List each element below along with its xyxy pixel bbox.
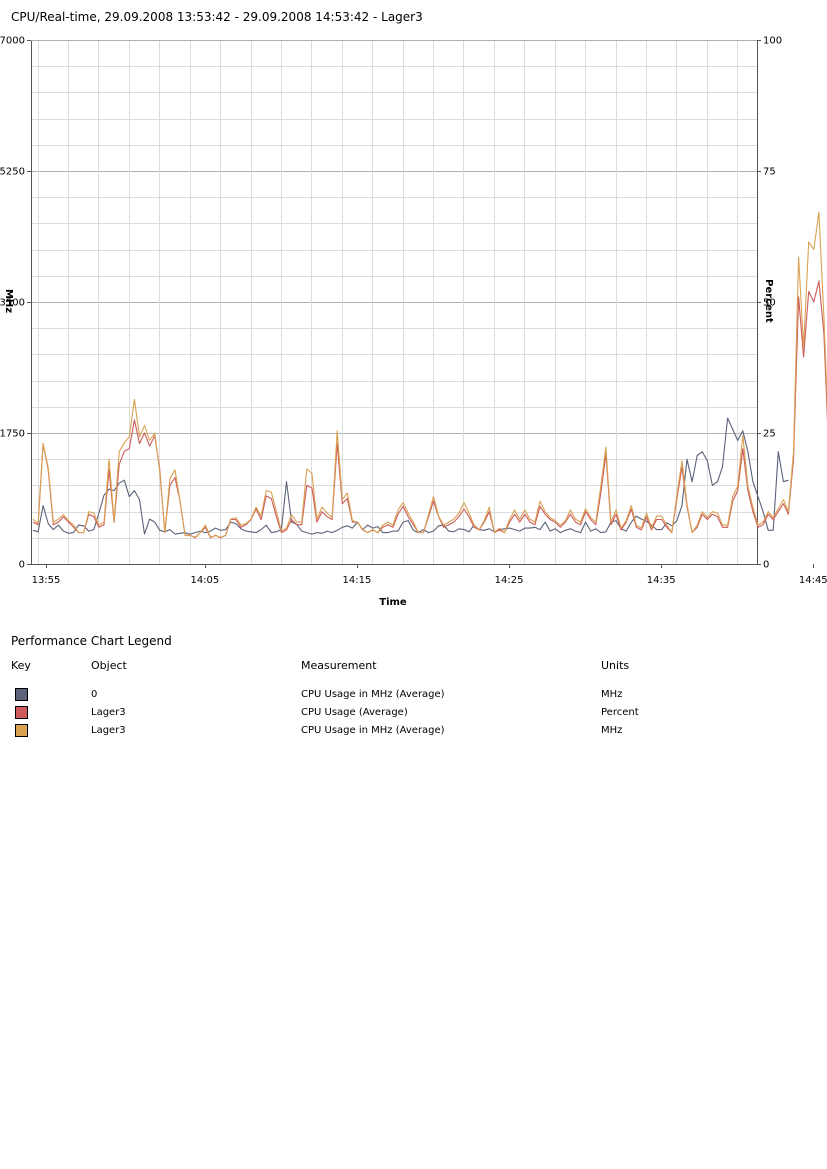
y-tick-label-left: 1750: [0, 429, 25, 440]
chart-title: CPU/Real-time, 29.09.2008 13:53:42 - 29.…: [11, 10, 423, 24]
y-tick-label-left: 0: [19, 560, 25, 571]
y-tick-label-right: 25: [763, 429, 776, 440]
series-line-0: [32, 417, 789, 535]
x-tick-label: 14:35: [647, 575, 676, 586]
series-lines: [32, 211, 827, 539]
legend-color-swatch: [15, 724, 28, 737]
legend-header-object: Object: [91, 659, 127, 672]
legend-units: MHz: [601, 725, 623, 736]
legend-object: Lager3: [91, 725, 126, 736]
legend-color-swatch: [15, 706, 28, 719]
legend-measurement: CPU Usage in MHz (Average): [301, 689, 445, 700]
legend-row: Lager3 CPU Usage in MHz (Average) MHz: [0, 724, 827, 742]
legend-color-swatch: [15, 688, 28, 701]
x-tick-label: 14:25: [495, 575, 524, 586]
y-axis-title-right: Percent: [763, 279, 774, 323]
y-tick-label-right: 0: [763, 560, 769, 571]
legend-row: Lager3 CPU Usage (Average) Percent: [0, 706, 827, 724]
series-line-2: [32, 211, 827, 538]
legend-units: MHz: [601, 689, 623, 700]
legend-units: Percent: [601, 707, 639, 718]
axes: [27, 40, 814, 568]
y-tick-label-left: 3500: [0, 298, 25, 309]
x-tick-label: 14:15: [343, 575, 372, 586]
legend-header-key: Key: [11, 659, 31, 672]
performance-chart: 0 1750 3500 5250 7000 0 25 50 75 100 13:55 14:05 14:…: [0, 36, 827, 608]
legend-title: Performance Chart Legend: [11, 634, 172, 648]
legend-header-measurement: Measurement: [301, 659, 377, 672]
legend-object: Lager3: [91, 707, 126, 718]
legend-measurement: CPU Usage in MHz (Average): [301, 725, 445, 736]
legend-object: 0: [91, 689, 98, 700]
x-tick-label: 14:05: [190, 575, 219, 586]
grid: [31, 40, 757, 564]
x-axis-title: Time: [379, 597, 407, 608]
y-axis-title-left: MHz: [3, 289, 14, 313]
x-tick-label: 13:55: [32, 575, 61, 586]
x-tick-label: 14:45: [799, 575, 827, 586]
y-tick-label-right: 75: [763, 167, 776, 178]
legend-row: 0 CPU Usage in MHz (Average) MHz: [0, 688, 827, 706]
legend-measurement: CPU Usage (Average): [301, 707, 408, 718]
y-tick-label-right: 50: [763, 298, 776, 309]
y-tick-label-left: 7000: [0, 36, 25, 47]
legend-header-units: Units: [601, 659, 630, 672]
y-tick-label-right: 100: [763, 36, 782, 47]
tick-labels: 0 1750 3500 5250 7000 0 25 50 75 100 13:55 14:05 14:…: [0, 36, 827, 587]
y-tick-label-left: 5250: [0, 167, 25, 178]
